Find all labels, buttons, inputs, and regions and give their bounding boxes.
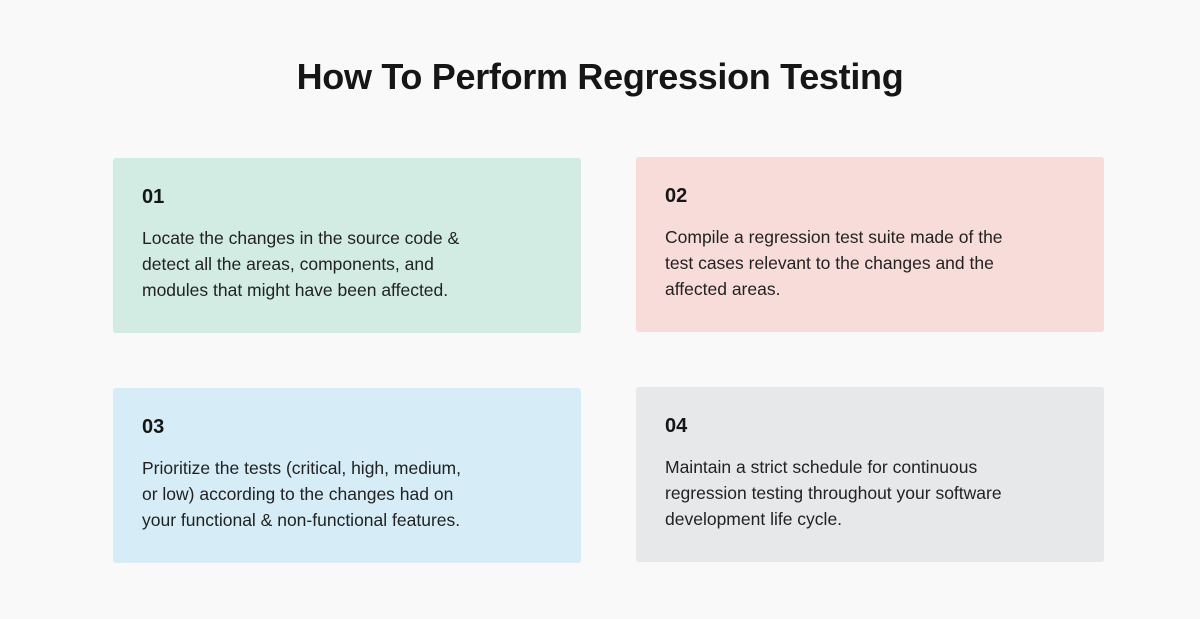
step-number: 01: [142, 186, 165, 208]
step-number: 03: [142, 416, 165, 438]
step-text-line: Compile a regression test suite made of …: [665, 227, 1003, 247]
step-text-line: test cases relevant to the changes and t…: [665, 253, 994, 273]
step-card-02: 02 Compile a regression test suite made …: [636, 157, 1104, 332]
step-text-line: development life cycle.: [665, 509, 843, 529]
step-text-line: Prioritize the tests (critical, high, me…: [142, 458, 461, 478]
step-text-line: Locate the changes in the source code &: [142, 228, 460, 248]
step-number: 04: [665, 415, 688, 437]
step-text-line: modules that might have been affected.: [142, 280, 449, 300]
step-card-03: 03 Prioritize the tests (critical, high,…: [113, 388, 581, 563]
step-text-line: affected areas.: [665, 279, 781, 299]
step-text-line: detect all the areas, components, and: [142, 254, 434, 274]
step-text-line: or low) according to the changes had on: [142, 484, 454, 504]
step-card-01: 01 Locate the changes in the source code…: [113, 158, 581, 333]
step-text-line: Maintain a strict schedule for continuou…: [665, 457, 978, 477]
step-number: 02: [665, 185, 688, 207]
step-card-04: 04 Maintain a strict schedule for contin…: [636, 387, 1104, 562]
page-title: How To Perform Regression Testing: [296, 56, 904, 97]
step-text-line: regression testing throughout your softw…: [665, 483, 1002, 503]
step-text-line: your functional & non-functional feature…: [142, 510, 461, 530]
